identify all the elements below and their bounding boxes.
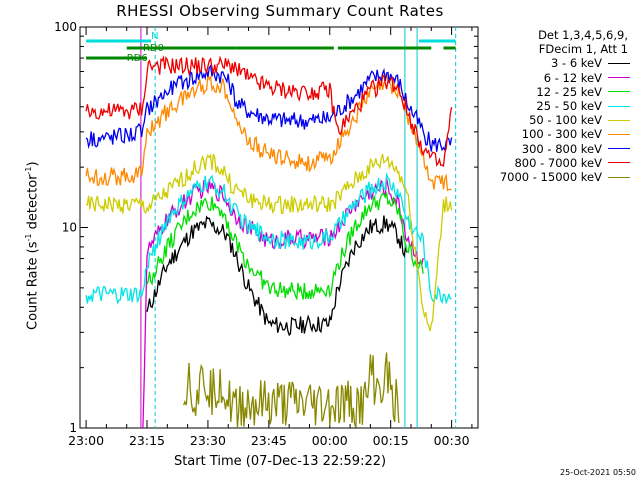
series-line	[86, 153, 453, 332]
legend: Det 1,3,4,5,6,9, FDecim 1, Att 1 3 - 6 k…	[478, 28, 638, 184]
chart-title: RHESSI Observing Summary Count Rates	[116, 2, 444, 20]
legend-label: 50 - 100 keV	[529, 113, 602, 128]
legend-entry: 6 - 12 keV	[478, 71, 638, 85]
x-tick-label: 00:15	[373, 433, 409, 448]
legend-label: 3 - 6 keV	[551, 56, 602, 71]
legend-header-line: Det 1,3,4,5,6,9,	[538, 28, 628, 42]
series-line	[146, 192, 424, 301]
legend-label: 7000 - 15000 keV	[499, 170, 602, 185]
legend-swatch	[608, 105, 630, 107]
legend-label: 6 - 12 keV	[543, 70, 602, 85]
x-tick-label: 23:45	[251, 433, 287, 448]
x-tick-label: 00:30	[434, 433, 470, 448]
y-label-part: )	[25, 161, 41, 167]
series-line	[85, 172, 452, 305]
legend-label: 25 - 50 keV	[536, 99, 602, 114]
legend-label: 12 - 25 keV	[536, 84, 602, 99]
y-tick-label: 100	[54, 20, 77, 34]
legend-swatch	[608, 176, 630, 178]
footer-timestamp: 25-Oct-2021 05:50	[560, 468, 636, 477]
annotation-label: RD6	[127, 53, 148, 64]
y-tick-label: 1	[69, 421, 77, 435]
x-tick-label: 23:00	[68, 433, 104, 448]
series-line	[142, 178, 424, 429]
legend-swatch	[608, 148, 630, 150]
y-label-part: Count Rate (s	[25, 241, 41, 330]
y-label-part: detector	[25, 174, 41, 234]
y-axis-label: Count Rate (s-1 detector-1)	[24, 161, 40, 330]
legend-swatch	[608, 119, 630, 121]
y-tick-label: 10	[62, 221, 77, 235]
x-tick-label: 23:15	[129, 433, 165, 448]
x-axis-label: Start Time (07-Dec-13 22:59:22)	[173, 454, 387, 469]
series-line	[85, 55, 453, 168]
legend-swatch	[608, 63, 630, 64]
series-line	[85, 64, 453, 152]
legend-entry: 25 - 50 keV	[478, 99, 638, 113]
y-label-sup: -1	[24, 233, 33, 242]
annotation-label: N	[151, 31, 158, 42]
legend-entry: 50 - 100 keV	[478, 113, 638, 127]
legend-entry: 12 - 25 keV	[478, 85, 638, 99]
legend-swatch	[608, 77, 630, 79]
legend-label: 300 - 800 keV	[521, 141, 602, 156]
annotation-label: RD0	[143, 43, 164, 54]
legend-swatch	[608, 134, 630, 136]
y-label-sup: -1	[24, 166, 33, 175]
x-tick-label: 23:30	[190, 433, 226, 448]
legend-entry: 3 - 6 keV	[478, 56, 638, 70]
legend-entry: 300 - 800 keV	[478, 142, 638, 156]
legend-label: 100 - 300 keV	[521, 127, 602, 142]
legend-label: 800 - 7000 keV	[514, 155, 602, 170]
legend-entry: 800 - 7000 keV	[478, 156, 638, 170]
legend-header-line: FDecim 1, Att 1	[538, 42, 628, 57]
legend-entry: 100 - 300 keV	[478, 127, 638, 141]
legend-swatch	[608, 162, 630, 164]
legend-swatch	[608, 91, 630, 93]
x-tick-label: 00:00	[312, 433, 348, 448]
plot-frame	[79, 26, 479, 429]
legend-entry: 7000 - 15000 keV	[478, 170, 638, 184]
series-line	[182, 352, 400, 429]
series-line	[146, 215, 408, 337]
